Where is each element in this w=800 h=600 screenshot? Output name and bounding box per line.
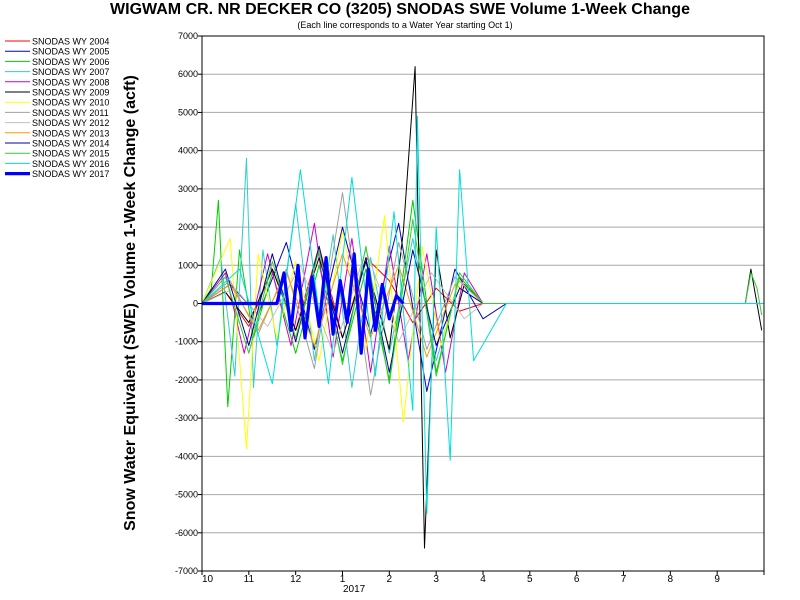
y-tick-label: -5000 — [175, 490, 198, 500]
y-tick-label: -6000 — [175, 528, 198, 538]
y-tick-label: -3000 — [175, 413, 198, 423]
x-tick-label: 3 — [433, 574, 439, 585]
legend-label: SNODAS WY 2017 — [32, 169, 109, 179]
series-layer — [201, 66, 764, 549]
y-tick-label: 3000 — [178, 184, 198, 194]
chart-title: WIGWAM CR. NR DECKER CO (3205) SNODAS SW… — [110, 1, 690, 18]
y-tick-label: -4000 — [175, 451, 198, 461]
legend-label: SNODAS WY 2015 — [32, 149, 109, 159]
series-line-snodas-wy-2016 — [201, 115, 764, 515]
legend-label: SNODAS WY 2012 — [32, 118, 109, 128]
y-ticks: 7000 6000 5000 4000 3000 2000 1000 0 -1000 -2000 -… — [175, 31, 202, 576]
y-tick-label: 5000 — [178, 107, 198, 117]
x-tick-label: 10 — [202, 574, 214, 585]
y-axis-label: Snow Water Equivalent (SWE) Volume 1-Wee… — [122, 75, 139, 531]
grid-lines — [202, 73, 764, 534]
y-tick-label: 6000 — [178, 69, 198, 79]
legend-label: SNODAS WY 2009 — [32, 88, 109, 98]
y-tick-label: 1000 — [178, 260, 198, 270]
x-tick-label: 9 — [714, 574, 720, 585]
series-line-snodas-wy-2014 — [201, 245, 484, 373]
y-tick-label: 2000 — [178, 222, 198, 232]
legend-label: SNODAS WY 2011 — [32, 108, 109, 118]
legend-label: SNODAS WY 2014 — [32, 139, 109, 149]
chart-subtitle: (Each line corresponds to a Water Year s… — [297, 20, 513, 30]
legend-label: SNODAS WY 2010 — [32, 98, 109, 108]
series-line-snodas-wy-2013 — [201, 253, 484, 358]
legend-label: SNODAS WY 2006 — [32, 57, 109, 67]
legend-label: SNODAS WY 2016 — [32, 159, 109, 169]
legend-label: SNODAS WY 2008 — [32, 77, 109, 87]
x-tick-label: 1 — [340, 574, 346, 585]
x-tick-label: 7 — [621, 574, 627, 585]
y-tick-label: -1000 — [175, 337, 198, 347]
y-tick-label: -7000 — [175, 566, 198, 576]
series-line-snodas-wy-2017 — [202, 252, 405, 355]
x-ticks: 10 11 12 1 2 3 4 5 6 7 8 9 — [201, 571, 765, 585]
x-year-label: 2017 — [343, 584, 366, 595]
series-line-snodas-wy-2015 — [201, 218, 763, 385]
legend-label: SNODAS WY 2004 — [32, 37, 109, 47]
series-line-snodas-wy-2007 — [201, 157, 484, 389]
series-line-snodas-wy-2011 — [201, 192, 484, 396]
y-tick-label: -2000 — [175, 375, 198, 385]
x-tick-label: 2 — [387, 574, 393, 585]
legend-label: SNODAS WY 2013 — [32, 128, 109, 138]
x-tick-label: 6 — [574, 574, 580, 585]
x-tick-label: 12 — [290, 574, 302, 585]
y-tick-label: 7000 — [178, 31, 198, 41]
x-tick-label: 8 — [668, 574, 674, 585]
x-tick-label: 11 — [244, 574, 255, 585]
y-tick-label: 4000 — [178, 146, 198, 156]
legend-label: SNODAS WY 2007 — [32, 67, 109, 77]
x-tick-label: 5 — [527, 574, 533, 585]
legend-label: SNODAS WY 2005 — [32, 47, 109, 57]
x-tick-label: 4 — [480, 574, 486, 585]
series-line-snodas-wy-2010 — [201, 215, 484, 450]
y-tick-label: 0 — [193, 299, 198, 309]
